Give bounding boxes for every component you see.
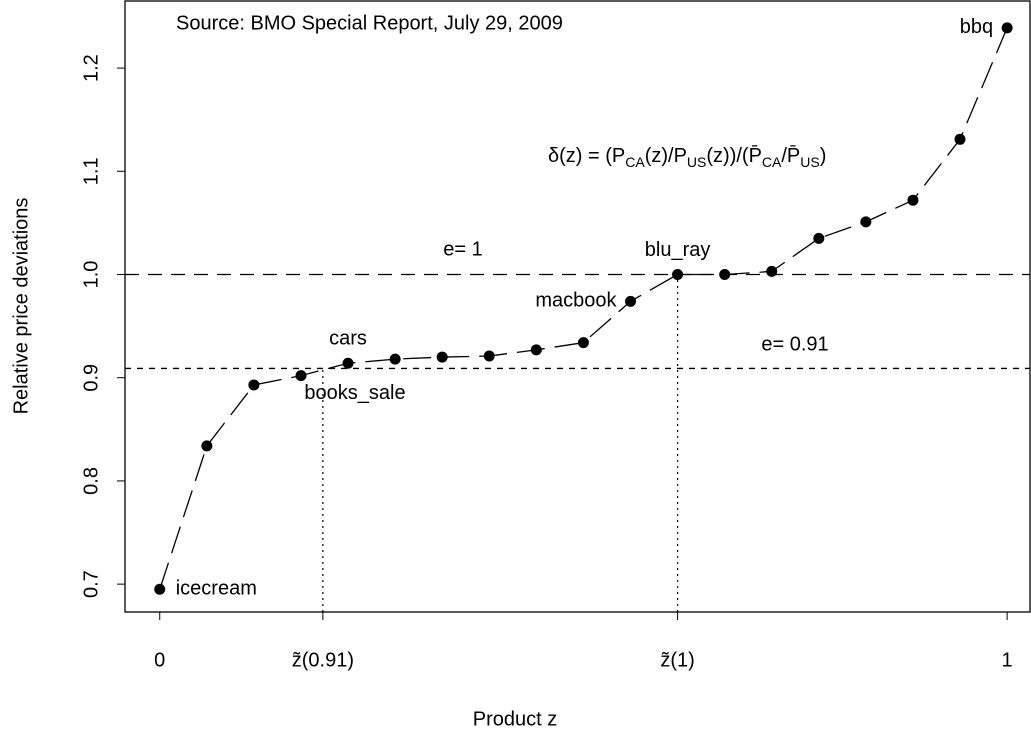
data-point bbox=[954, 133, 966, 145]
y-tick-label: 0.7 bbox=[80, 570, 102, 598]
source-note: Source: BMO Special Report, July 29, 200… bbox=[176, 12, 563, 34]
point-label: icecream bbox=[176, 578, 257, 600]
formula-part: US bbox=[687, 154, 706, 170]
point-label: cars bbox=[329, 328, 367, 350]
data-point bbox=[719, 269, 731, 281]
data-point bbox=[625, 295, 637, 307]
data-point bbox=[201, 440, 213, 452]
y-tick-label: 1.2 bbox=[80, 54, 102, 82]
x-axis-label: Product z bbox=[473, 708, 557, 730]
x-tick-label: z̃(1) bbox=[660, 649, 694, 671]
y-tick-label: 1.0 bbox=[80, 261, 102, 289]
data-point bbox=[389, 353, 401, 365]
x-tick-label: z̃(0.91) bbox=[292, 649, 354, 671]
formula-part: δ(z) = (P bbox=[548, 145, 625, 167]
data-point bbox=[483, 350, 495, 362]
point-label: macbook bbox=[535, 290, 617, 312]
formula-part: (z)/P bbox=[645, 145, 687, 167]
data-point bbox=[907, 194, 919, 206]
formula: δ(z) = (PCA(z)/PUS(z))/(P̄CA/P̄US) bbox=[548, 144, 826, 169]
formula-part: (z))/(P̄ bbox=[706, 144, 762, 167]
y-tick-label: 0.9 bbox=[80, 364, 102, 392]
formula-part: CA bbox=[762, 154, 782, 170]
reference-label: e= 1 bbox=[443, 238, 482, 260]
formula-part: CA bbox=[625, 154, 645, 170]
plot-box bbox=[124, 0, 1031, 613]
y-tick-label: 1.1 bbox=[80, 157, 102, 185]
data-point bbox=[248, 379, 260, 391]
point-label: bbq bbox=[960, 16, 993, 38]
y-axis-label: Relative price deviations bbox=[10, 198, 32, 415]
data-point bbox=[813, 232, 825, 244]
point-label: books_sale bbox=[304, 382, 405, 404]
formula-part: /P̄ bbox=[781, 144, 800, 167]
data-point bbox=[436, 351, 448, 363]
data-point bbox=[860, 216, 872, 228]
data-point bbox=[1001, 22, 1013, 34]
x-tick-label: 0 bbox=[154, 649, 165, 671]
point-label: blu_ray bbox=[645, 239, 711, 261]
data-point bbox=[766, 265, 778, 277]
formula-part: ) bbox=[820, 145, 827, 167]
x-tick-label: 1 bbox=[1002, 649, 1013, 671]
data-point bbox=[577, 337, 589, 349]
y-tick-label: 0.8 bbox=[80, 467, 102, 495]
formula-part: US bbox=[800, 154, 819, 170]
reference-label: e= 0.91 bbox=[761, 333, 828, 355]
data-point bbox=[530, 344, 542, 356]
data-point bbox=[295, 370, 307, 382]
data-point bbox=[672, 269, 684, 281]
data-point bbox=[154, 583, 166, 595]
data-point bbox=[342, 357, 354, 369]
